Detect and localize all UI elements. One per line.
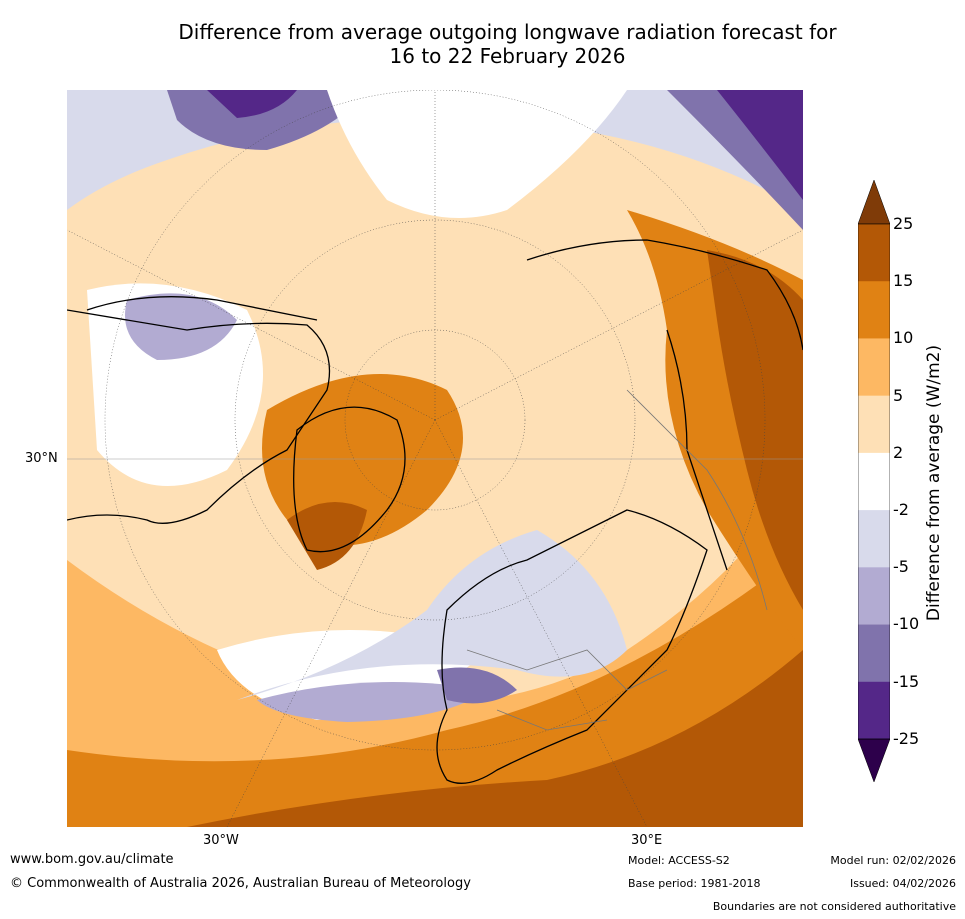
anomaly-top-strong-negative xyxy=(167,90,367,150)
graticule-meridian-a xyxy=(226,419,436,827)
colorbar-outline xyxy=(858,223,890,740)
border-asia xyxy=(626,389,768,611)
lon-label-30e: 30°E xyxy=(631,833,663,848)
colorbar-tick-label: 5 xyxy=(893,386,904,405)
colorbar-tick-label: 25 xyxy=(893,214,914,233)
colorbar-tick-label: -5 xyxy=(893,557,909,576)
colorbar-tick-label: -25 xyxy=(893,729,920,748)
footer-disclaimer: Boundaries are not considered authoritat… xyxy=(712,900,956,913)
anomaly-top-very-negative xyxy=(207,90,297,118)
anomaly-europe-core-negative xyxy=(437,667,517,704)
map-canvas xyxy=(67,90,803,827)
anomaly-greenland-strong xyxy=(287,502,367,570)
lat-label-30n: 30°N xyxy=(25,451,58,466)
coast-north-america xyxy=(67,309,331,524)
footer-url[interactable]: www.bom.gov.au/climate xyxy=(10,852,174,867)
colorbar-tick-label: 10 xyxy=(893,328,914,347)
colorbar-under-triangle xyxy=(858,738,890,782)
lon-label-30w: 30°W xyxy=(203,833,239,848)
anomaly-neutral-arctic xyxy=(327,90,627,218)
colorbar-tick-label: -15 xyxy=(893,672,920,691)
coast-alaska xyxy=(86,296,318,321)
border-europe xyxy=(466,649,668,731)
colorbar-title: Difference from average (W/m2) xyxy=(924,344,944,622)
colorbar-band xyxy=(858,567,890,626)
colorbar xyxy=(858,180,890,782)
colorbar-bands xyxy=(858,224,890,740)
graticule-lat-45 xyxy=(234,219,636,621)
colorbar-band xyxy=(858,395,890,454)
anomaly-pacific-negative xyxy=(125,293,237,360)
colorbar-band xyxy=(858,281,890,339)
title-line-1: Difference from average outgoing longwav… xyxy=(178,20,837,44)
anomaly-map[interactable] xyxy=(67,90,803,827)
colorbar-band xyxy=(858,452,890,511)
coast-greenland xyxy=(293,406,406,553)
colorbar-band xyxy=(858,681,890,740)
footer-copyright: © Commonwealth of Australia 2026, Austra… xyxy=(10,876,471,891)
colorbar-tick-label: 2 xyxy=(893,443,904,462)
colorbar-band xyxy=(858,510,890,568)
anomaly-asia-strong xyxy=(707,250,803,610)
colorbar-tick-label: -2 xyxy=(893,500,909,519)
colorbar-band xyxy=(858,624,890,683)
anomaly-europe-strong-negative xyxy=(257,682,487,722)
footer-model-run: Model run: 02/02/2026 xyxy=(830,854,956,867)
anomaly-europe-negative xyxy=(237,530,627,700)
coast-europe xyxy=(436,509,708,784)
colorbar-tick-label: -10 xyxy=(893,614,920,633)
footer-issued: Issued: 04/02/2026 xyxy=(849,877,956,890)
anomaly-very-strong-south xyxy=(187,650,803,827)
anomaly-greenland-positive xyxy=(262,374,463,546)
graticule-meridian-c xyxy=(67,229,436,421)
colorbar-over-triangle xyxy=(858,180,890,225)
anomaly-top-right-very-negative xyxy=(717,90,803,200)
colorbar-band xyxy=(858,224,890,282)
graticule-lat-30 xyxy=(104,90,766,751)
colorbar-band xyxy=(858,338,890,397)
footer-model: Model: ACCESS-S2 xyxy=(628,854,730,867)
footer-base-period: Base period: 1981-2018 xyxy=(628,877,761,890)
title-line-2: 16 to 22 February 2026 xyxy=(389,44,626,68)
chart-title: Difference from average outgoing longwav… xyxy=(60,20,955,68)
coastlines xyxy=(67,239,803,784)
anomaly-strong-positive-south xyxy=(67,550,803,827)
country-borders xyxy=(466,389,768,731)
colorbar-tick-label: 15 xyxy=(893,271,914,290)
